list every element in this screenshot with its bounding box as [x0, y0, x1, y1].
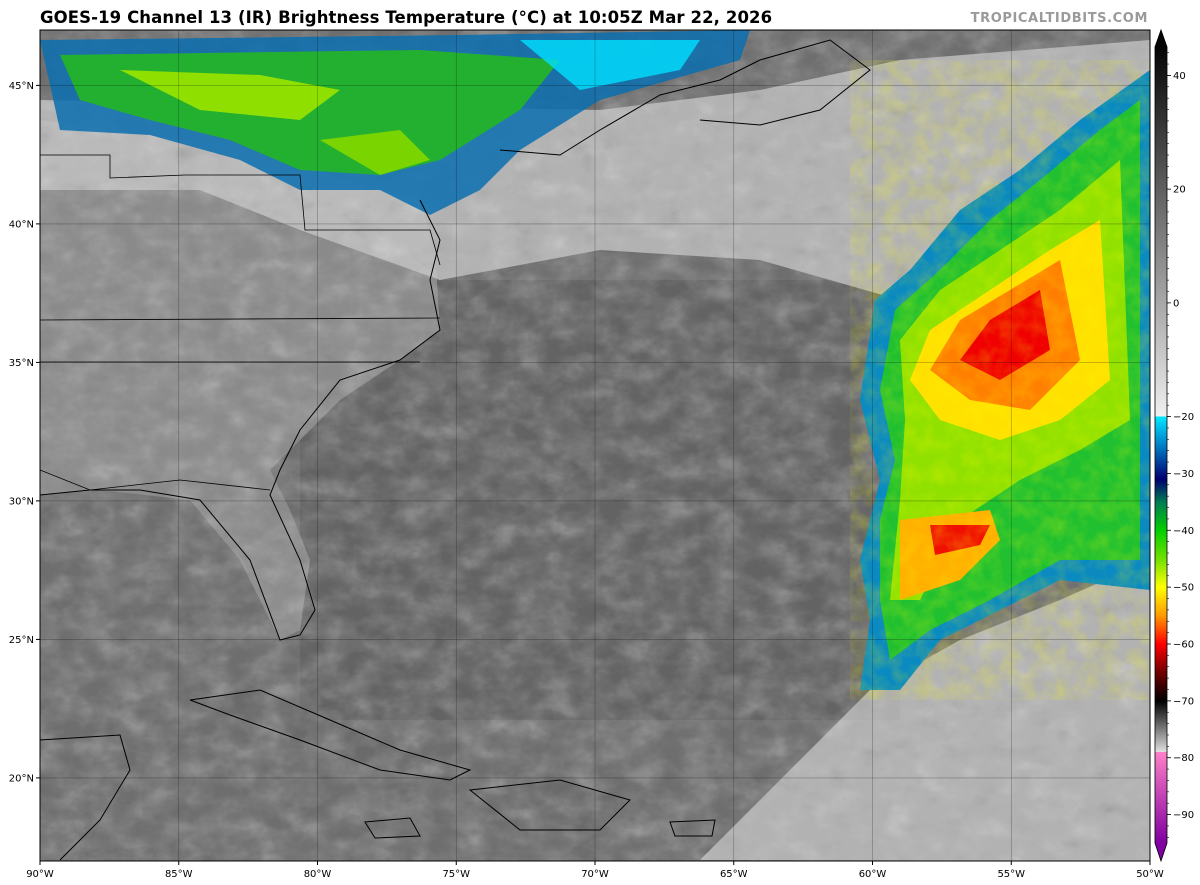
colorbar-ticks: 40 20 0 −20 −30 −40 −50 −60 −70 −80 −90 — [1167, 52, 1194, 838]
colorbar: 40 20 0 −20 −30 −40 −50 −60 −70 −80 −90 — [1154, 28, 1194, 863]
map-outlines — [40, 39, 871, 861]
lat-tick-label: 20°N — [9, 773, 34, 784]
lat-tick-label: 45°N — [9, 81, 34, 92]
colorbar-tick-label: −80 — [1173, 753, 1194, 764]
lon-tick-label: 70°W — [581, 869, 609, 880]
colorbar-tick-label: −50 — [1173, 583, 1194, 594]
graticule — [40, 30, 1150, 861]
lat-tick-label: 35°N — [9, 358, 34, 369]
colorbar-tick-label: 0 — [1173, 298, 1179, 309]
lon-tick-label: 80°W — [304, 869, 332, 880]
lon-tick-label: 85°W — [165, 869, 193, 880]
colorbar-tick-label: −30 — [1173, 469, 1194, 480]
lat-tick-label: 40°N — [9, 219, 34, 230]
map-panel — [40, 30, 1150, 861]
colorbar-tick-label: −90 — [1173, 810, 1194, 821]
lon-tick-label: 50°W — [1136, 869, 1164, 880]
lat-tick-label: 30°N — [9, 496, 34, 507]
colorbar-tick-label: −70 — [1173, 696, 1194, 707]
map-title: GOES-19 Channel 13 (IR) Brightness Tempe… — [40, 8, 773, 27]
colorbar-tick-label: 40 — [1173, 71, 1186, 82]
colorbar-tick-label: 20 — [1173, 185, 1186, 196]
colorbar-tick-label: −20 — [1173, 412, 1194, 423]
lon-tick-label: 75°W — [442, 869, 470, 880]
colorbar-tick-label: −60 — [1173, 640, 1194, 651]
longitude-ticks: 90°W 85°W 80°W 75°W 70°W 65°W 60°W 55°W 50°W — [26, 861, 1164, 880]
lon-tick-label: 65°W — [720, 869, 748, 880]
northern-storm-band — [40, 30, 750, 215]
source-credit: TROPICALTIDBITS.COM — [970, 11, 1148, 26]
colorbar-body — [1154, 28, 1168, 863]
lat-tick-label: 25°N — [9, 635, 34, 646]
lon-tick-label: 55°W — [997, 869, 1025, 880]
lon-tick-label: 60°W — [859, 869, 887, 880]
eastern-storm-system — [850, 60, 1150, 700]
lon-tick-label: 90°W — [26, 869, 54, 880]
colorbar-tick-label: −40 — [1173, 526, 1194, 537]
latitude-ticks: 45°N 40°N 35°N 30°N 25°N 20°N — [9, 81, 40, 784]
